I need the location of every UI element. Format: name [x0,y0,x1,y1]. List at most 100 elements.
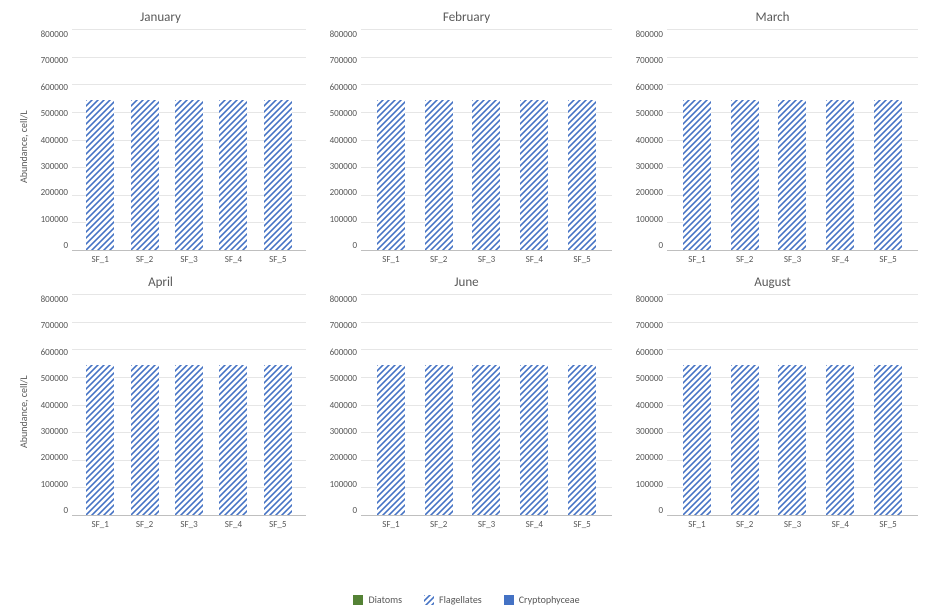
y-axis-ticks: 0100000200000300000400000500000600000700… [32,294,72,530]
y-axis-ticks: 0100000200000300000400000500000600000700… [627,294,667,530]
bar-SF_2 [425,365,453,515]
legend-item-diatoms: Diatoms [353,593,402,606]
bar-SF_5 [568,100,596,250]
panel-february: February 01000002000003000004000005000006… [321,10,612,265]
bar-SF_2 [131,365,159,515]
bar-SF_2 [731,100,759,250]
segment-flagellates [219,365,247,515]
plot-area [72,29,306,251]
bar-SF_3 [175,365,203,515]
bar-SF_1 [377,365,405,515]
x-axis-ticks: SF_1SF_2SF_3SF_4SF_5 [361,251,612,265]
bar-SF_3 [778,100,806,250]
plot-area [667,29,918,251]
segment-flagellates [377,365,405,515]
legend-item-flagellates: Flagellates [424,593,482,606]
segment-flagellates [175,100,203,250]
y-axis-ticks: 0100000200000300000400000500000600000700… [321,29,361,265]
segment-flagellates [874,100,902,250]
bar-SF_1 [86,100,114,250]
segment-flagellates [425,365,453,515]
x-axis-ticks: SF_1SF_2SF_3SF_4SF_5 [72,516,306,530]
segment-flagellates [264,365,292,515]
segment-flagellates [472,365,500,515]
segment-flagellates [131,365,159,515]
bar-SF_4 [520,365,548,515]
panel-june: June 010000020000030000040000050000060000… [321,275,612,530]
legend-swatch [353,595,363,605]
plot-area [667,294,918,516]
panel-title: March [627,10,918,25]
plot-area [361,29,612,251]
x-axis-ticks: SF_1SF_2SF_3SF_4SF_5 [667,251,918,265]
segment-flagellates [568,365,596,515]
legend-swatch [424,595,434,605]
y-axis-ticks: 0100000200000300000400000500000600000700… [32,29,72,265]
bar-SF_4 [219,365,247,515]
bar-SF_5 [568,365,596,515]
segment-flagellates [683,365,711,515]
bar-SF_5 [874,365,902,515]
segment-flagellates [683,100,711,250]
y-axis-label: Abundance, cell/L [15,294,32,530]
bar-SF_2 [731,365,759,515]
bar-SF_4 [520,100,548,250]
segment-flagellates [826,365,854,515]
segment-flagellates [86,100,114,250]
segment-flagellates [731,100,759,250]
segment-flagellates [568,100,596,250]
bar-SF_5 [264,100,292,250]
legend: Diatoms Flagellates Cryptophyceae [0,593,933,606]
bar-SF_3 [472,100,500,250]
segment-flagellates [219,100,247,250]
panel-title: April [15,275,306,290]
y-axis-ticks: 0100000200000300000400000500000600000700… [627,29,667,265]
bar-SF_3 [175,100,203,250]
legend-item-cryptophyceae: Cryptophyceae [504,593,580,606]
bar-SF_1 [86,365,114,515]
segment-flagellates [377,100,405,250]
panel-title: August [627,275,918,290]
segment-flagellates [520,365,548,515]
bar-SF_4 [826,100,854,250]
chart-grid: JanuaryAbundance, cell/L0100000200000300… [0,0,933,575]
bar-SF_5 [264,365,292,515]
y-axis-ticks: 0100000200000300000400000500000600000700… [321,294,361,530]
bar-SF_3 [472,365,500,515]
panel-april: April Abundance, cell/L010000020000030000… [15,275,306,530]
panel-title: January [15,10,306,25]
legend-swatch [504,595,514,605]
bar-SF_2 [131,100,159,250]
legend-label: Flagellates [439,593,482,606]
segment-flagellates [520,100,548,250]
bar-SF_2 [425,100,453,250]
bar-SF_1 [377,100,405,250]
x-axis-ticks: SF_1SF_2SF_3SF_4SF_5 [361,516,612,530]
bar-SF_1 [683,365,711,515]
plot-area [361,294,612,516]
segment-flagellates [778,100,806,250]
segment-flagellates [778,365,806,515]
segment-flagellates [264,100,292,250]
segment-flagellates [874,365,902,515]
plot-area [72,294,306,516]
panel-title: June [321,275,612,290]
segment-flagellates [472,100,500,250]
panel-march: March 01000002000003000004000005000006000… [627,10,918,265]
segment-flagellates [175,365,203,515]
segment-flagellates [425,100,453,250]
bar-SF_1 [683,100,711,250]
x-axis-ticks: SF_1SF_2SF_3SF_4SF_5 [667,516,918,530]
segment-flagellates [86,365,114,515]
bar-SF_3 [778,365,806,515]
legend-label: Cryptophyceae [519,593,580,606]
bar-SF_4 [219,100,247,250]
panel-august: August 0100000200000300000400000500000600… [627,275,918,530]
legend-label: Diatoms [368,593,402,606]
y-axis-label: Abundance, cell/L [15,29,32,265]
bar-SF_4 [826,365,854,515]
segment-flagellates [826,100,854,250]
segment-flagellates [731,365,759,515]
panel-title: February [321,10,612,25]
segment-flagellates [131,100,159,250]
